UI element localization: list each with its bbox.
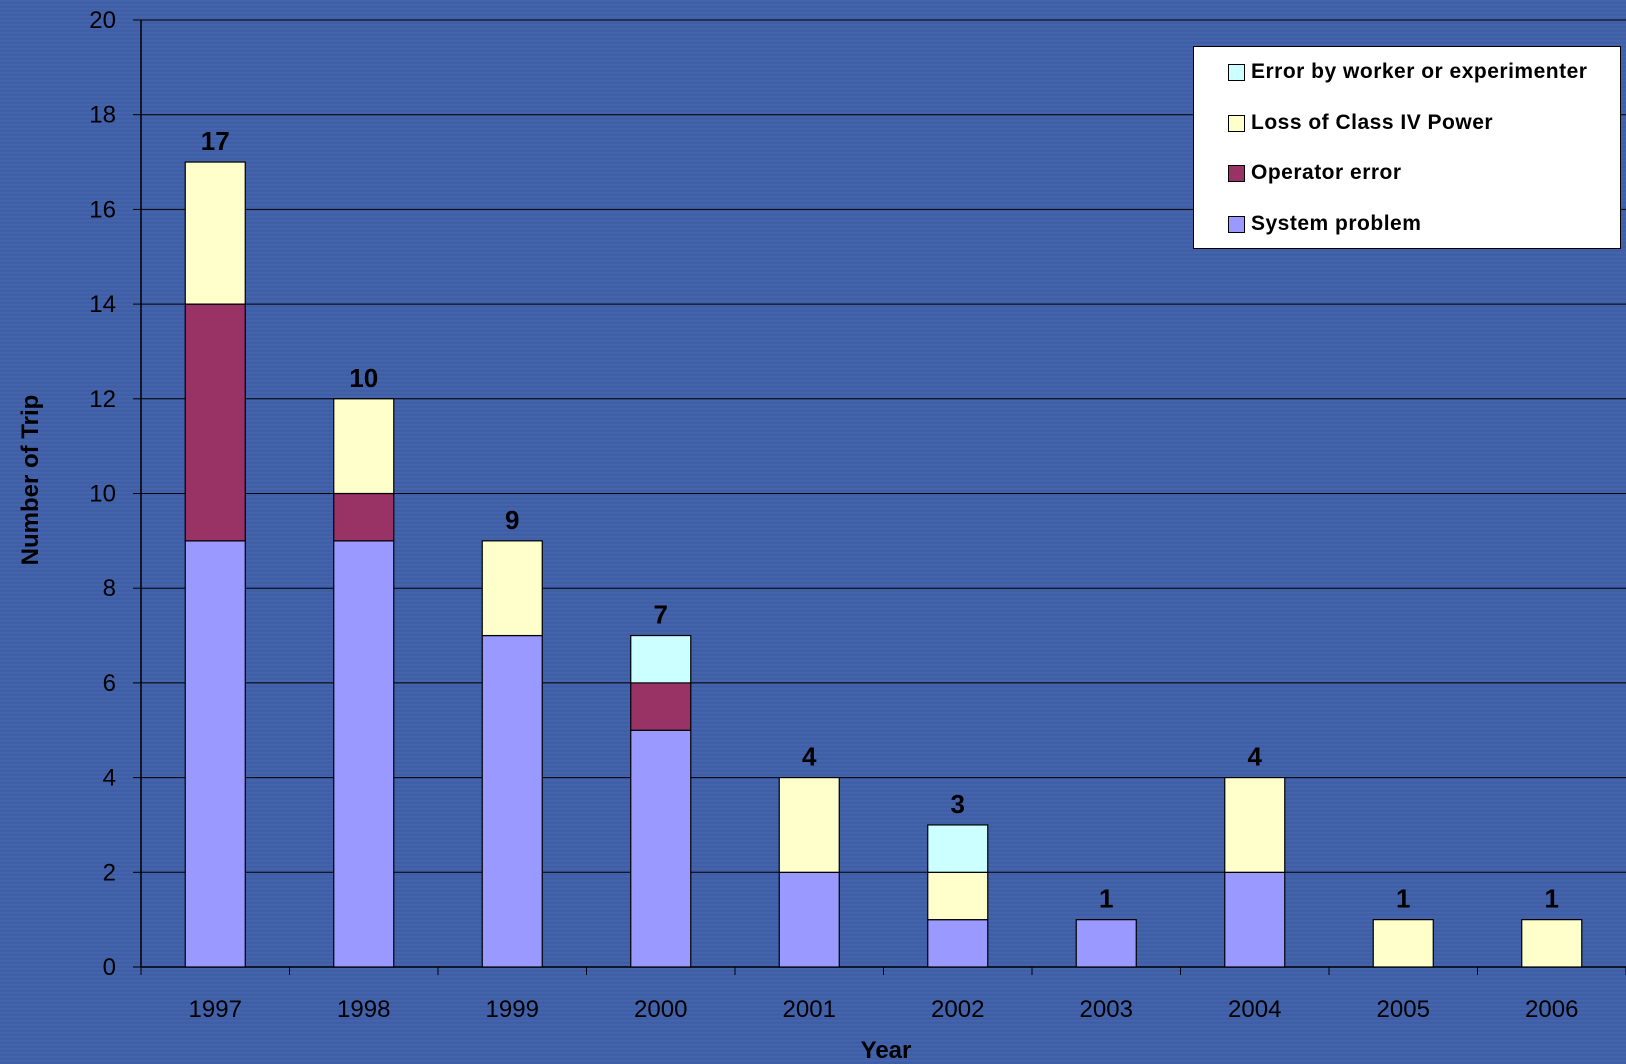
bar-segment-2005-s2 [1372, 919, 1434, 968]
x-tick-label-2000: 2000 [634, 996, 687, 1023]
bar-segment-2004-s2 [1224, 776, 1286, 873]
bar-segment-2006-s2 [1521, 919, 1583, 968]
total-label-2002: 3 [951, 789, 965, 819]
bar-segment-2002-s0 [927, 919, 989, 968]
legend-label-system-problem: System problem [1251, 212, 1422, 235]
legend-item-operator-error: Operator error [1228, 158, 1402, 188]
bar-segment-2000-s0 [630, 729, 692, 968]
bar-segment-2001-s0 [778, 871, 840, 968]
total-label-2001: 4 [802, 742, 817, 772]
y-tick-label: 16 [89, 196, 116, 223]
x-tick-label-1998: 1998 [337, 996, 390, 1023]
y-axis-title: Number of Trip [17, 395, 44, 566]
legend-swatch-error-by-worker [1228, 63, 1245, 81]
bar-segment-1999-s0 [481, 634, 543, 968]
legend-swatch-system-problem [1228, 215, 1245, 233]
legend-item-loss-of-class-iv-power: Loss of Class IV Power [1228, 108, 1493, 138]
bar-segment-2001-s2 [778, 776, 840, 873]
legend-label-operator-error: Operator error [1251, 161, 1402, 184]
bar-segment-1998-s1 [333, 492, 395, 542]
x-tick-label-2006: 2006 [1525, 996, 1578, 1023]
total-label-2000: 7 [654, 600, 668, 630]
bars [184, 161, 1583, 968]
chart-legend: Error by worker or experimenter Loss of C… [1193, 46, 1621, 249]
legend-item-system-problem: System problem [1228, 209, 1421, 239]
y-tick-label: 8 [103, 575, 116, 602]
bar-segment-2002-s3 [927, 824, 989, 873]
y-tick-label: 6 [103, 670, 116, 697]
legend-item-error-by-worker: Error by worker or experimenter [1228, 57, 1587, 87]
bar-segment-2004-s0 [1224, 871, 1286, 968]
bar-segment-1997-s0 [184, 540, 246, 968]
legend-label-error-by-worker: Error by worker or experimenter [1251, 60, 1588, 83]
x-tick-label-1999: 1999 [486, 996, 539, 1023]
y-tick-label: 10 [89, 481, 116, 508]
legend-swatch-operator-error [1228, 164, 1245, 182]
y-tick-label: 12 [89, 386, 116, 413]
total-label-2003: 1 [1099, 884, 1113, 914]
total-label-1998: 10 [349, 363, 378, 393]
total-label-2006: 1 [1545, 884, 1559, 914]
total-label-1999: 9 [505, 505, 519, 535]
bar-segment-1999-s2 [481, 540, 543, 637]
total-label-1997: 17 [201, 126, 230, 156]
x-tick-label-2001: 2001 [783, 996, 836, 1023]
bar-segment-1997-s1 [184, 303, 246, 542]
y-tick-label: 20 [89, 7, 116, 34]
bar-segment-2002-s2 [927, 871, 989, 921]
x-tick-label-1997: 1997 [189, 996, 242, 1023]
x-tick-label-2003: 2003 [1080, 996, 1133, 1023]
x-axis-title: Year [861, 1037, 912, 1064]
legend-swatch-loss-of-class-iv-power [1228, 114, 1245, 132]
bar-segment-1998-s2 [333, 398, 395, 495]
y-tick-label: 2 [103, 859, 116, 886]
total-label-2004: 4 [1248, 742, 1263, 772]
x-tick-label-2004: 2004 [1228, 996, 1281, 1023]
y-tick-label: 14 [89, 291, 116, 318]
total-label-2005: 1 [1396, 884, 1410, 914]
y-tick-label: 4 [103, 765, 116, 792]
bar-segment-2000-s1 [630, 682, 692, 731]
bar-segment-1997-s2 [184, 161, 246, 305]
x-tick-label-2002: 2002 [931, 996, 984, 1023]
legend-label-loss-of-class-iv-power: Loss of Class IV Power [1251, 111, 1494, 134]
y-tick-label: 18 [89, 102, 116, 129]
bar-segment-1998-s0 [333, 540, 395, 968]
x-tick-label-2005: 2005 [1377, 996, 1430, 1023]
y-tick-label: 0 [103, 954, 116, 981]
labels: 0246810121416182017199710199891999720004… [89, 7, 1578, 1023]
bar-segment-2000-s3 [630, 634, 692, 684]
bar-segment-2003-s0 [1075, 919, 1137, 968]
